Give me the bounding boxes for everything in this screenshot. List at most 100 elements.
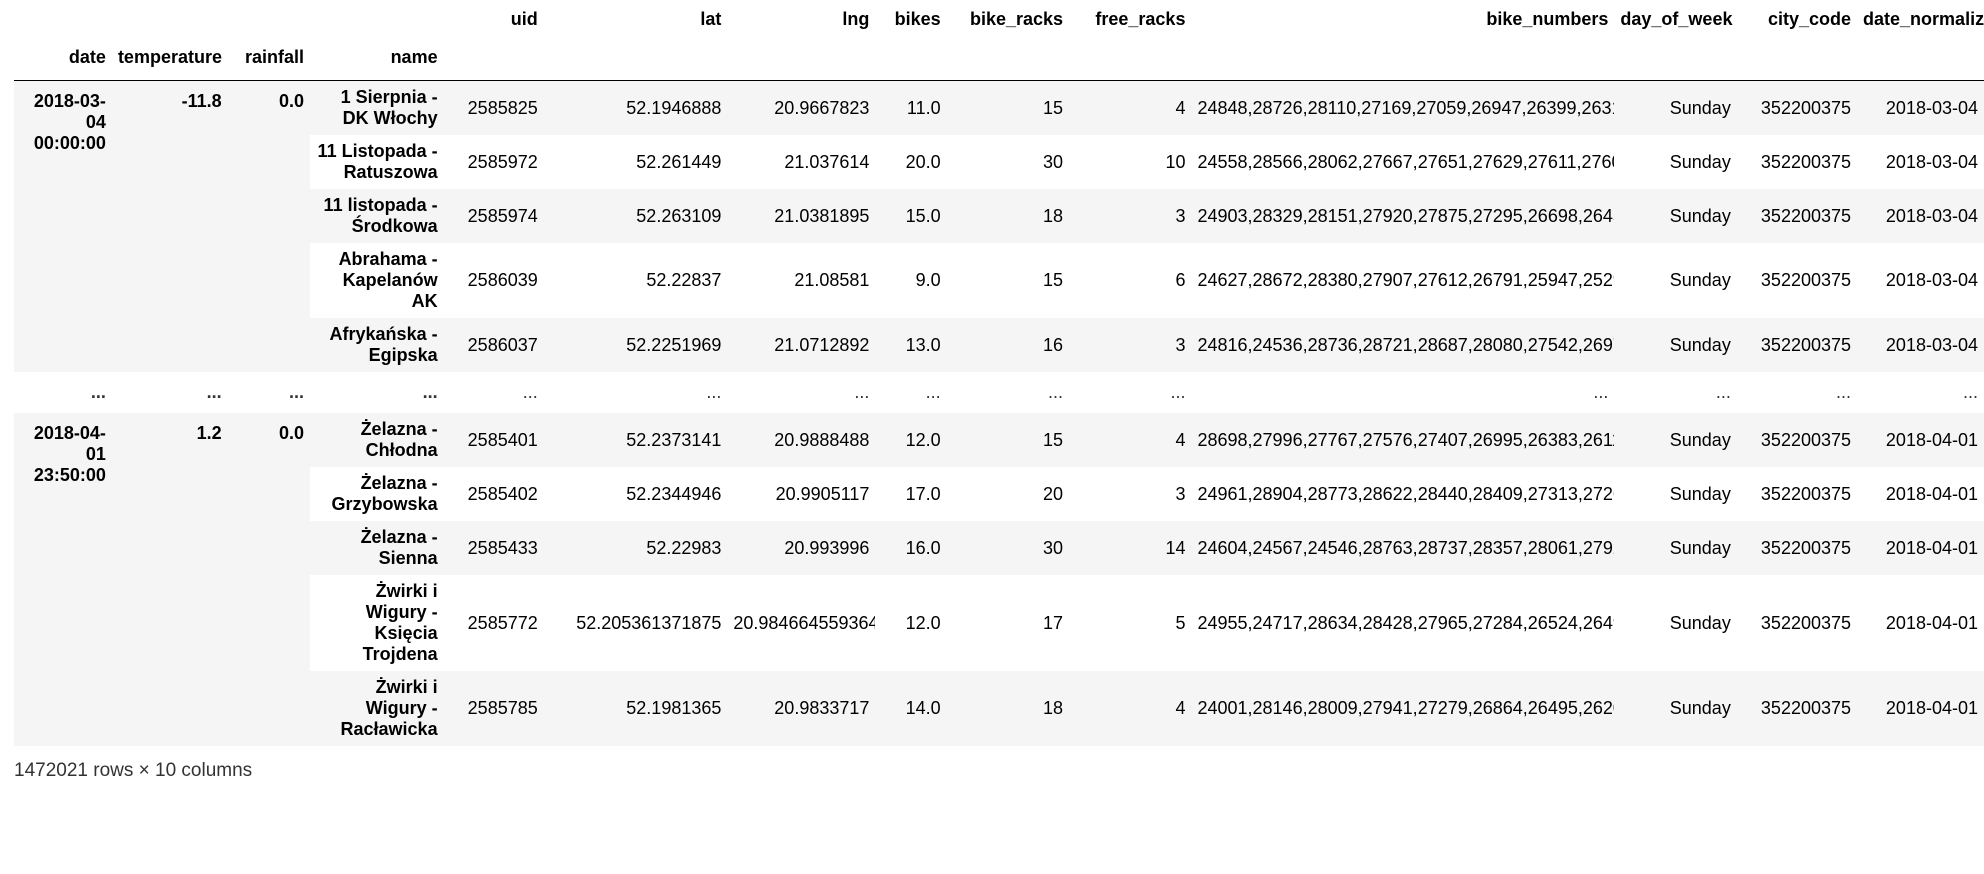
cell-city-code: 352200375 bbox=[1736, 671, 1858, 746]
cell-day-of-week: Sunday bbox=[1614, 80, 1737, 135]
cell-uid: 2585401 bbox=[443, 413, 544, 467]
cell-bikes: 11.0 bbox=[875, 80, 947, 135]
cell-lat: 52.205361371875 bbox=[543, 575, 728, 671]
cell-lat: 52.261449 bbox=[543, 135, 728, 189]
cell-free-racks: 6 bbox=[1069, 243, 1192, 318]
column-header[interactable]: bike_numbers bbox=[1486, 9, 1609, 29]
cell-bikes: 16.0 bbox=[875, 521, 947, 575]
cell-bike-racks: 18 bbox=[946, 189, 1070, 243]
column-header[interactable]: date_normalize bbox=[1863, 9, 1984, 29]
cell-day-of-week: Sunday bbox=[1614, 521, 1737, 575]
cell-day-of-week: Sunday bbox=[1614, 189, 1737, 243]
ellipsis: ... bbox=[727, 372, 876, 413]
cell-free-racks: 3 bbox=[1069, 189, 1192, 243]
cell-uid: 2586037 bbox=[443, 318, 544, 372]
index-name: Afrykańska - Egipska bbox=[310, 318, 444, 372]
index-rainfall: 0.0 bbox=[227, 413, 311, 746]
cell-lat: 52.2344946 bbox=[543, 467, 728, 521]
cell-free-racks: 10 bbox=[1069, 135, 1192, 189]
table-row: Żelazna - Sienna 2585433 52.22983 20.993996… bbox=[14, 521, 1984, 575]
ellipsis: ... bbox=[543, 372, 728, 413]
cell-lng: 21.08581 bbox=[727, 243, 876, 318]
cell-city-code: 352200375 bbox=[1736, 575, 1858, 671]
cell-bikes: 15.0 bbox=[875, 189, 947, 243]
ellipsis-row: ........................................… bbox=[14, 372, 1984, 413]
cell-date-normalize: 2018-03-04 bbox=[1857, 243, 1984, 318]
cell-uid: 2585433 bbox=[443, 521, 544, 575]
column-header[interactable]: day_of_week bbox=[1620, 9, 1733, 29]
cell-uid: 2585785 bbox=[443, 671, 544, 746]
index-rainfall: 0.0 bbox=[227, 80, 311, 372]
cell-bikes: 17.0 bbox=[875, 467, 947, 521]
column-header[interactable]: bike_racks bbox=[969, 9, 1064, 29]
column-header[interactable]: lng bbox=[842, 9, 870, 29]
cell-lng: 20.984664559364 bbox=[727, 575, 876, 671]
cell-free-racks: 3 bbox=[1069, 318, 1192, 372]
cell-lat: 52.2251969 bbox=[543, 318, 728, 372]
cell-bike-numbers: 24604,24567,24546,28763,28737,28357,2806… bbox=[1191, 521, 1615, 575]
cell-bikes: 12.0 bbox=[875, 413, 947, 467]
index-name: Żelazna - Sienna bbox=[310, 521, 444, 575]
index-name: Żelazna - Chłodna bbox=[310, 413, 444, 467]
cell-date-normalize: 2018-04-01 bbox=[1857, 413, 1984, 467]
index-name: Żwirki i Wigury - Księcia Trojdena bbox=[310, 575, 444, 671]
cell-day-of-week: Sunday bbox=[1614, 318, 1737, 372]
cell-city-code: 352200375 bbox=[1736, 135, 1858, 189]
cell-date-normalize: 2018-04-01 bbox=[1857, 671, 1984, 746]
cell-bike-racks: 16 bbox=[946, 318, 1070, 372]
cell-day-of-week: Sunday bbox=[1614, 413, 1737, 467]
cell-bike-racks: 30 bbox=[946, 135, 1070, 189]
cell-lng: 20.9888488 bbox=[727, 413, 876, 467]
table-row: 2018-03-04 00:00:00 -11.8 0.0 1 Sierpnia - … bbox=[14, 80, 1984, 372]
cell-bike-numbers: 24848,28726,28110,27169,27059,26947,2639… bbox=[1191, 80, 1615, 135]
column-header[interactable]: bikes bbox=[894, 9, 941, 29]
table-row: Żwirki i Wigury - Racławicka 2585785 52.19… bbox=[14, 671, 1984, 746]
cell-lng: 21.0381895 bbox=[727, 189, 876, 243]
ellipsis: ... bbox=[875, 372, 947, 413]
cell-lat: 52.22983 bbox=[543, 521, 728, 575]
cell-bike-numbers: 24627,28672,28380,27907,27612,26791,2594… bbox=[1191, 243, 1615, 318]
table-row: Żelazna - Grzybowska 2585402 52.2344946 20.… bbox=[14, 467, 1984, 521]
cell-uid: 2585402 bbox=[443, 467, 544, 521]
ellipsis: ... bbox=[227, 372, 311, 413]
cell-free-racks: 4 bbox=[1069, 671, 1192, 746]
dataframe-table: uid lat lng bikes bike_racks free_racks … bbox=[14, 0, 1984, 746]
ellipsis: ... bbox=[946, 372, 1070, 413]
cell-bike-racks: 15 bbox=[946, 413, 1070, 467]
cell-bike-racks: 15 bbox=[946, 243, 1070, 318]
index-header: date bbox=[68, 47, 106, 67]
cell-day-of-week: Sunday bbox=[1614, 575, 1737, 671]
ellipsis: ... bbox=[1069, 372, 1192, 413]
cell-bike-numbers: 24558,28566,28062,27667,27651,27629,2761… bbox=[1191, 135, 1615, 189]
ellipsis: ... bbox=[14, 372, 112, 413]
cell-bikes: 20.0 bbox=[875, 135, 947, 189]
cell-bike-racks: 20 bbox=[946, 467, 1070, 521]
cell-date-normalize: 2018-03-04 bbox=[1857, 318, 1984, 372]
cell-bike-numbers: 24001,28146,28009,27941,27279,26864,2649… bbox=[1191, 671, 1615, 746]
column-header[interactable]: city_code bbox=[1767, 9, 1852, 29]
cell-lng: 20.993996 bbox=[727, 521, 876, 575]
index-name: Żwirki i Wigury - Racławicka bbox=[310, 671, 444, 746]
dataframe-output: uid lat lng bikes bike_racks free_racks … bbox=[14, 0, 1984, 781]
index-name: Abrahama - Kapelanów AK bbox=[310, 243, 444, 318]
cell-day-of-week: Sunday bbox=[1614, 671, 1737, 746]
cell-bikes: 9.0 bbox=[875, 243, 947, 318]
index-header: rainfall bbox=[245, 47, 305, 67]
column-header[interactable]: uid bbox=[510, 9, 538, 29]
table-row: 11 Listopada - Ratuszowa 2585972 52.261449… bbox=[14, 135, 1984, 189]
cell-free-racks: 4 bbox=[1069, 80, 1192, 135]
ellipsis: ... bbox=[1614, 372, 1737, 413]
cell-date-normalize: 2018-04-01 bbox=[1857, 575, 1984, 671]
index-header: name bbox=[390, 47, 438, 67]
column-header[interactable]: lat bbox=[700, 9, 722, 29]
cell-city-code: 352200375 bbox=[1736, 413, 1858, 467]
cell-bikes: 12.0 bbox=[875, 575, 947, 671]
cell-lng: 21.037614 bbox=[727, 135, 876, 189]
table-row: Afrykańska - Egipska 2586037 52.2251969 21.… bbox=[14, 318, 1984, 372]
column-header[interactable]: free_racks bbox=[1095, 9, 1186, 29]
ellipsis: ... bbox=[443, 372, 544, 413]
cell-uid: 2585974 bbox=[443, 189, 544, 243]
cell-city-code: 352200375 bbox=[1736, 243, 1858, 318]
cell-lng: 20.9833717 bbox=[727, 671, 876, 746]
cell-city-code: 352200375 bbox=[1736, 467, 1858, 521]
